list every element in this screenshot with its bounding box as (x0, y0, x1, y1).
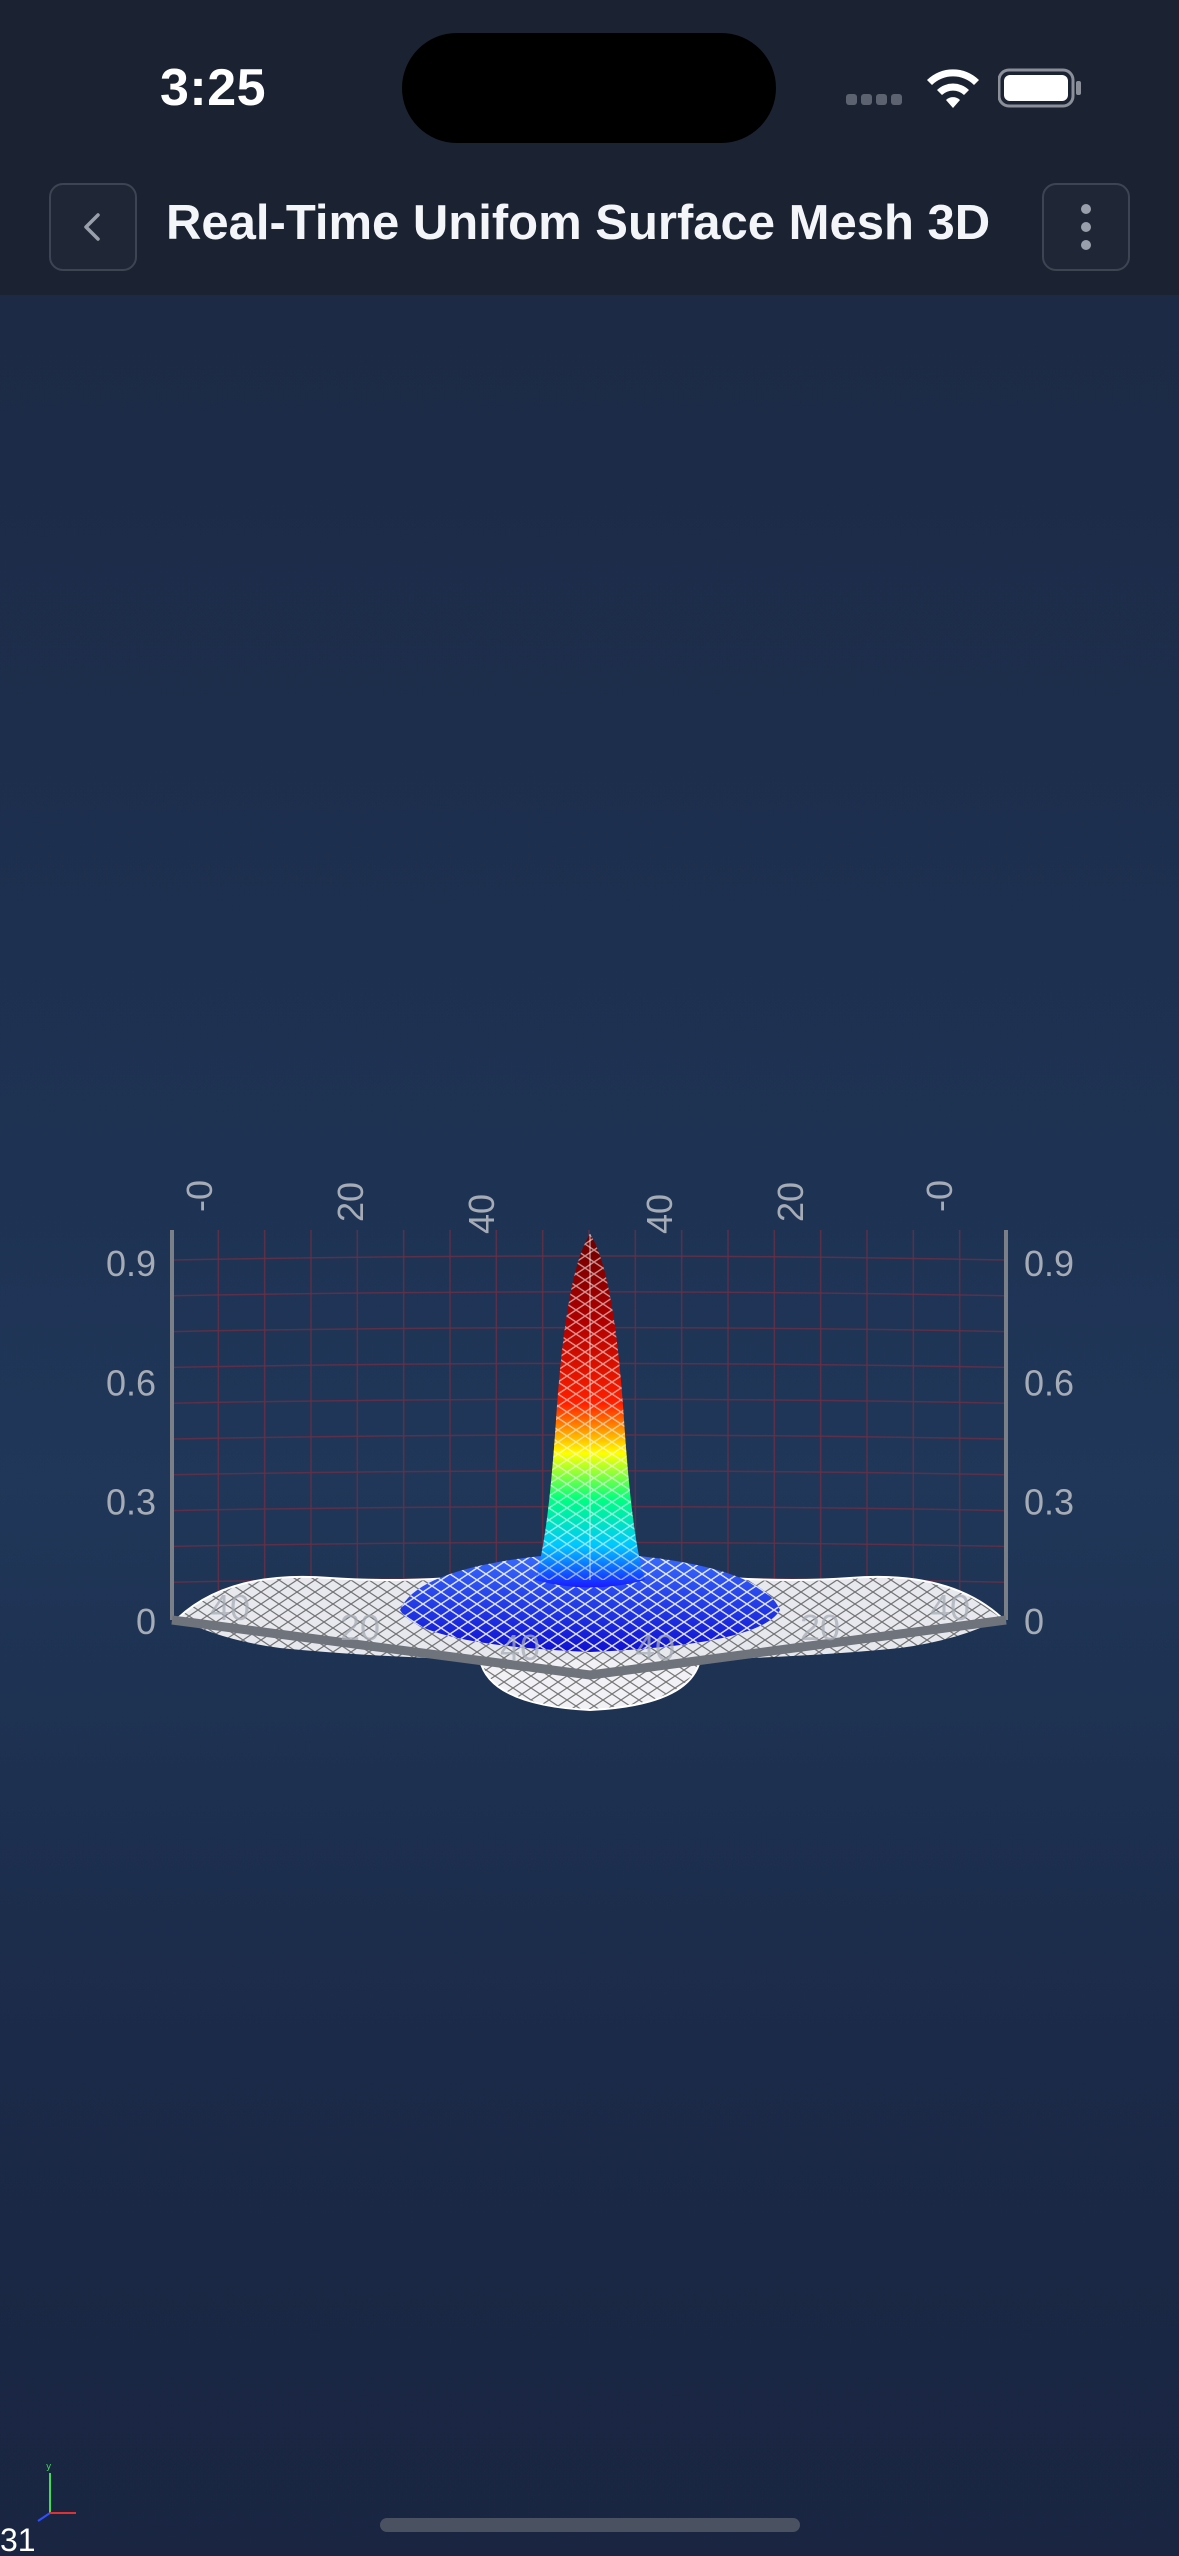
back-button[interactable] (49, 183, 137, 271)
z-tick-label-left: 0.3 (106, 1482, 156, 1523)
status-time: 3:25 (160, 59, 267, 117)
z-tick-label-left: 0.9 (106, 1243, 156, 1284)
back-tick-label: -0 (919, 1180, 960, 1212)
more-vertical-icon (1081, 204, 1091, 250)
xyz-axes-icon: y (37, 2462, 76, 2522)
front-tick-label: 20 (340, 1607, 380, 1648)
z-tick-label-right: 0.6 (1024, 1362, 1074, 1403)
svg-text:y: y (46, 2462, 52, 2472)
fps-counter: 31 (0, 2522, 36, 2556)
peak-surface (535, 1234, 645, 1588)
wifi-icon (927, 69, 979, 108)
signal-dots-icon (846, 94, 904, 106)
back-tick-label: 20 (770, 1182, 811, 1222)
z-tick-label-left: 0 (136, 1601, 156, 1642)
z-tick-label-right: 0.9 (1024, 1243, 1074, 1284)
lower-bowl (479, 1659, 701, 1712)
z-tick-label-left: 0.6 (106, 1362, 156, 1403)
front-tick-label: 40 (500, 1627, 540, 1668)
surface-mesh-chart[interactable]: 0.9 0.6 0.3 0 0.9 0.6 0.3 0 -0 20 40 40 20 -0 40 20 4… (0, 1100, 1179, 1780)
z-tick-label-right: 0.3 (1024, 1482, 1074, 1523)
page-title: Real-Time Unifom Surface Mesh 3D (166, 196, 991, 250)
front-tick-label: 40 (210, 1587, 250, 1628)
back-tick-label: 40 (461, 1194, 502, 1234)
front-tick-label: 20 (800, 1607, 840, 1648)
dynamic-island (402, 33, 776, 143)
more-options-button[interactable] (1042, 183, 1130, 271)
chevron-left-icon (84, 213, 100, 241)
back-tick-label: -0 (179, 1180, 220, 1212)
front-tick-label: 40 (635, 1627, 675, 1668)
z-tick-label-right: 0 (1024, 1601, 1044, 1642)
back-tick-label: 20 (330, 1182, 371, 1222)
battery-icon (998, 68, 1081, 108)
base-frame (171, 1615, 1007, 1680)
front-tick-label: 40 (930, 1587, 970, 1628)
home-indicator[interactable] (380, 2518, 800, 2532)
back-tick-label: 40 (639, 1194, 680, 1234)
blue-ring (400, 1552, 780, 1652)
